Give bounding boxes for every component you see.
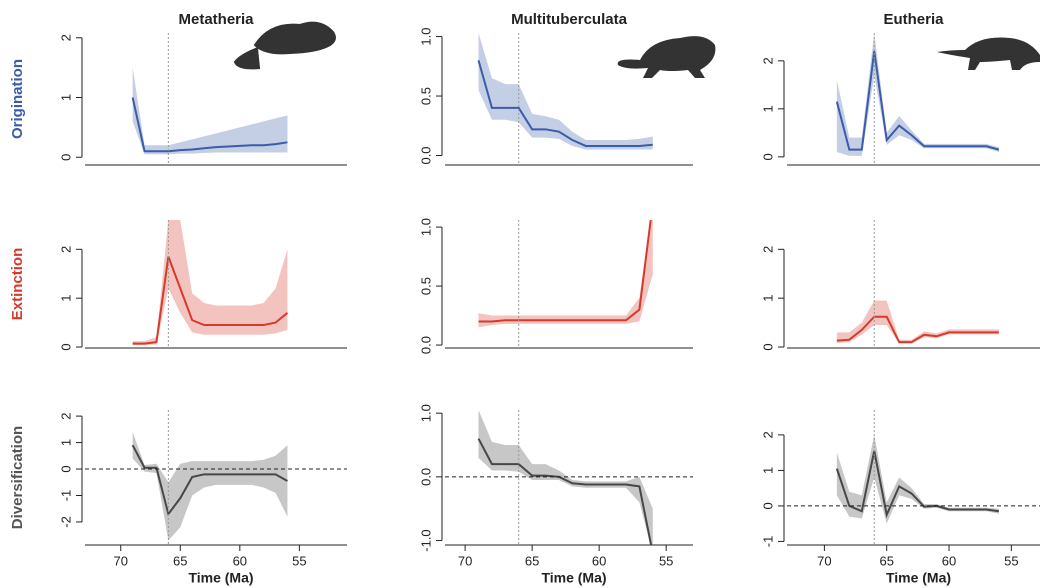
panel: Diversification -2 -1 0 1 2 70 65 60 55 Time (Ma) <box>9 410 347 586</box>
band <box>836 434 999 524</box>
y-tick-label: 0.5 <box>418 87 433 105</box>
y-tick-label: 2 <box>760 246 775 253</box>
panel: Metatheria Origination 0 1 2 <box>9 11 347 166</box>
plot-area <box>477 410 653 545</box>
y-tick-label: 1.0 <box>418 404 433 422</box>
y-tick-label: 0.5 <box>418 277 433 295</box>
band <box>132 67 288 155</box>
y-tick-label: -1 <box>58 490 73 502</box>
y-tick-label: 2 <box>760 57 775 64</box>
y-tick-label: 2 <box>58 246 73 253</box>
panel: Eutheria 0 1 2 <box>760 11 1040 166</box>
series-line <box>836 315 999 344</box>
panel: Multituberculata 0.0 0.5 1.0 <box>418 11 693 166</box>
series-line <box>131 97 288 153</box>
y-tick-label: 1.0 <box>418 28 433 46</box>
y-tick-label: 1 <box>760 295 775 302</box>
plot-area <box>835 434 1000 524</box>
band <box>836 33 999 156</box>
y-tick-label: 0.0 <box>418 336 433 354</box>
y-tick-label: 0 <box>760 502 775 509</box>
series-line <box>478 220 652 323</box>
y-tick-label: 0 <box>760 153 775 160</box>
panel: Extinction 0 1 2 <box>9 220 347 351</box>
band <box>132 431 288 541</box>
band <box>836 300 999 344</box>
x-tick-label: 60 <box>592 553 606 568</box>
series-line <box>477 438 653 545</box>
row-label: Diversification <box>9 426 26 529</box>
silhouette-eutheria <box>937 37 1040 70</box>
x-tick-label: 65 <box>879 553 893 568</box>
plot-area <box>131 67 288 155</box>
x-tick-label: 70 <box>817 553 831 568</box>
panel-title: Multituberculata <box>511 11 627 28</box>
y-tick-label: -1 <box>760 536 775 548</box>
x-tick-label: 70 <box>458 553 472 568</box>
panel: -1 0 1 2 70 65 60 55 Time (Ma) <box>760 410 1040 586</box>
y-tick-label: 0.0 <box>418 146 433 164</box>
y-tick-label: 0 <box>760 343 775 350</box>
x-tick-label: 55 <box>292 553 306 568</box>
panel-title: Metatheria <box>178 11 254 28</box>
x-tick-label: 60 <box>942 553 956 568</box>
plot-area <box>478 220 653 328</box>
silhouette-metatheria <box>233 21 336 70</box>
panel: 0 1 2 <box>760 220 1040 351</box>
silhouettes <box>233 21 1040 78</box>
x-axis-label: Time (Ma) <box>886 570 951 586</box>
y-tick-label: 1 <box>58 295 73 302</box>
x-tick-label: 65 <box>525 553 539 568</box>
y-tick-label: 2 <box>58 412 73 419</box>
x-axis-label: Time (Ma) <box>541 570 606 586</box>
y-tick-label: 1 <box>58 94 73 101</box>
series-line <box>132 256 289 345</box>
row-label: Origination <box>9 59 26 139</box>
panel: 0.0 0.5 1.0 <box>418 218 693 354</box>
series-line <box>835 450 1000 519</box>
y-tick-label: 0 <box>58 343 73 350</box>
band <box>132 220 288 346</box>
band <box>478 220 653 328</box>
y-tick-label: 1.0 <box>418 218 433 236</box>
band <box>478 410 653 545</box>
plot-area <box>835 33 1000 156</box>
x-tick-label: 55 <box>1004 553 1018 568</box>
plot-area <box>131 431 288 541</box>
x-tick-label: 60 <box>233 553 247 568</box>
x-tick-label: 70 <box>113 553 127 568</box>
y-tick-label: 2 <box>760 431 775 438</box>
panel-title: Eutheria <box>883 11 944 28</box>
plot-area <box>132 220 289 346</box>
silhouette-multituberculata <box>617 36 716 78</box>
series-line <box>131 444 288 517</box>
row-label: Extinction <box>9 248 26 321</box>
y-tick-label: 1 <box>760 467 775 474</box>
band <box>478 33 653 150</box>
y-tick-label: -1.0 <box>418 529 433 551</box>
y-tick-label: 1 <box>760 105 775 112</box>
series-line <box>477 60 653 147</box>
y-tick-label: 0 <box>58 465 73 472</box>
plot-area <box>477 33 653 150</box>
x-tick-label: 65 <box>173 553 187 568</box>
x-tick-label: 55 <box>659 553 673 568</box>
y-tick-label: 1 <box>58 439 73 446</box>
series-line <box>835 51 1000 151</box>
x-axis-label: Time (Ma) <box>188 570 253 586</box>
y-tick-label: 0 <box>58 154 73 161</box>
y-tick-label: -2 <box>58 516 73 528</box>
plot-area <box>836 300 999 344</box>
y-tick-label: 0.0 <box>418 468 433 486</box>
y-tick-label: 2 <box>58 34 73 41</box>
panel: -1.0 0.0 1.0 70 65 60 55 Time (Ma) <box>418 404 693 586</box>
